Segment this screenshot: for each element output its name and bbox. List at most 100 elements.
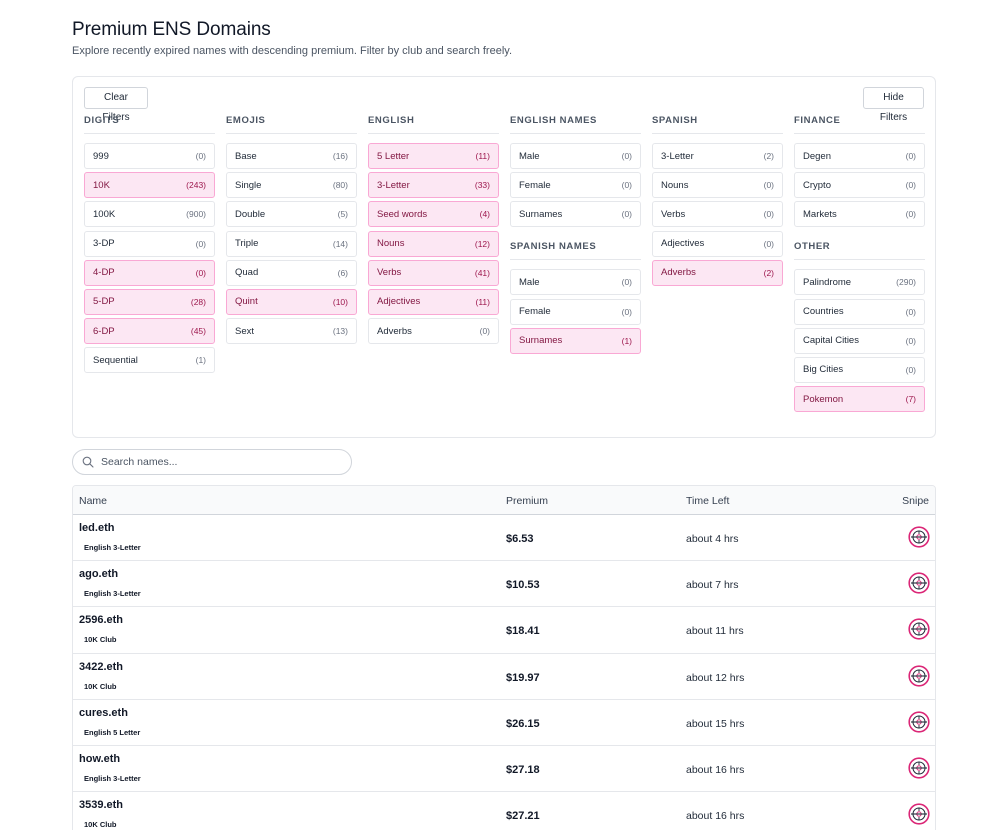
filter-chip[interactable]: Triple (14): [226, 230, 357, 257]
filter-chip[interactable]: 3-Letter (2): [652, 143, 783, 169]
domain-name[interactable]: 2596.eth: [79, 614, 124, 627]
filter-chip-count: (5): [337, 209, 348, 220]
filter-chip-label: Quint: [235, 296, 258, 308]
domain-name[interactable]: led.eth: [79, 522, 115, 534]
filter-chip[interactable]: Sequential (1): [84, 347, 215, 374]
filter-chip[interactable]: Double (5): [226, 201, 357, 228]
filter-chip[interactable]: 5-DP (28): [84, 288, 215, 315]
search-icon: [82, 456, 94, 468]
filter-chip[interactable]: Adverbs (0): [368, 318, 499, 345]
club-badge: English 3-Letter: [79, 771, 146, 785]
filter-chip-count: (0): [905, 364, 916, 375]
table-row[interactable]: cures.eth English 5 Letter $26.15 about …: [73, 700, 935, 746]
filter-chip[interactable]: Adjectives (0): [652, 230, 783, 257]
filter-chip[interactable]: Female (0): [510, 298, 641, 325]
domain-name[interactable]: ago.eth: [79, 568, 119, 581]
filter-chip[interactable]: Male (0): [510, 269, 641, 296]
filter-chip-label: Degen: [803, 150, 831, 162]
filter-chip[interactable]: 4-DP (0): [84, 259, 215, 286]
filter-chip[interactable]: Sext (13): [226, 318, 357, 345]
club-badge: 10K Club: [79, 679, 122, 693]
domain-name[interactable]: 3539.eth: [79, 799, 124, 812]
filter-chip-label: Crypto: [803, 179, 831, 191]
filter-group-title: SPANISH NAMES: [510, 241, 641, 261]
header-time-left[interactable]: Time Left: [686, 495, 730, 507]
time-left-value: about 11 hrs: [686, 625, 744, 638]
snipe-target-icon[interactable]: [908, 664, 930, 687]
header-snipe: Snipe: [902, 495, 929, 507]
filter-chip[interactable]: Countries (0): [794, 298, 925, 325]
filter-chip-label: 999: [93, 150, 109, 162]
filter-chip[interactable]: 999 (0): [84, 143, 215, 169]
search-input[interactable]: [101, 456, 341, 468]
filter-chip[interactable]: Quad (6): [226, 259, 357, 286]
filter-chip[interactable]: Verbs (0): [652, 201, 783, 228]
snipe-target-icon[interactable]: [908, 711, 930, 733]
filter-chip[interactable]: 3-DP (0): [84, 230, 215, 257]
filter-chip[interactable]: Pokemon (7): [794, 386, 925, 413]
table-row[interactable]: led.eth English 3-Letter $6.53 about 4 h…: [73, 515, 935, 562]
table-row[interactable]: how.eth English 3-Letter $27.18 about 16…: [73, 746, 935, 793]
snipe-target-icon[interactable]: [908, 526, 930, 548]
header-premium[interactable]: Premium: [506, 495, 549, 507]
filter-chip-count: (0): [195, 238, 206, 249]
filter-chip-label: 3-Letter: [377, 179, 410, 191]
table-row[interactable]: 2596.eth 10K Club $18.41 about 11 hrs: [73, 607, 935, 654]
filter-chip-label: Palindrome: [803, 276, 852, 288]
filter-chip[interactable]: Crypto (0): [794, 172, 925, 199]
filter-chip[interactable]: Single (80): [226, 172, 357, 199]
domain-name[interactable]: cures.eth: [79, 706, 128, 719]
filter-chip[interactable]: Surnames (0): [510, 201, 641, 228]
filter-chip-count: (900): [186, 209, 206, 220]
filter-chip[interactable]: 100K (900): [84, 201, 215, 228]
filter-chip[interactable]: Palindrome (290): [794, 269, 925, 296]
filter-chip[interactable]: Capital Cities (0): [794, 327, 925, 354]
filter-chip[interactable]: Base (16): [226, 143, 357, 169]
filter-chip-label: 5 Letter: [377, 150, 410, 162]
filter-chip[interactable]: Male (0): [510, 143, 641, 169]
filters-panel: Clear Filters Hide Filters DIGITS 999 (0) 1…: [72, 76, 936, 438]
filter-group-title: OTHER: [794, 241, 925, 261]
filter-chip[interactable]: Female (0): [510, 172, 641, 199]
filter-chip-label: Adverbs: [377, 325, 412, 337]
filter-chip[interactable]: Verbs (41): [368, 259, 499, 286]
filter-chip-label: Female: [519, 306, 551, 318]
filter-chip[interactable]: Surnames (1): [510, 327, 641, 354]
filter-chip-count: (14): [332, 238, 348, 249]
filter-chip[interactable]: Degen (0): [794, 143, 925, 169]
filter-chip-label: 4-DP: [93, 267, 115, 279]
hide-filters-button[interactable]: Hide Filters: [863, 87, 924, 123]
filter-chip[interactable]: Adjectives (11): [368, 288, 499, 315]
domain-name[interactable]: 3422.eth: [79, 660, 124, 673]
table-row[interactable]: 3422.eth 10K Club $19.97 about 12 hrs: [73, 654, 935, 700]
filter-chip-count: (0): [195, 151, 206, 161]
filter-chip-label: 3-DP: [93, 238, 115, 250]
filter-chip[interactable]: Big Cities (0): [794, 356, 925, 383]
search-box[interactable]: [72, 449, 352, 475]
snipe-target-icon[interactable]: [908, 757, 930, 779]
snipe-target-icon[interactable]: [908, 803, 930, 825]
clear-filters-button[interactable]: Clear Filters: [84, 87, 148, 123]
header-name[interactable]: Name: [79, 495, 108, 507]
filter-chip[interactable]: Quint (10): [226, 288, 357, 315]
filter-chip[interactable]: Adverbs (2): [652, 259, 783, 286]
filter-chip[interactable]: Nouns (12): [368, 230, 499, 257]
filter-chip[interactable]: Seed words (4): [368, 201, 499, 228]
premium-value: $27.18: [506, 763, 540, 776]
snipe-target-icon[interactable]: [908, 572, 930, 594]
time-left-value: about 15 hrs: [686, 717, 745, 730]
snipe-target-icon[interactable]: [908, 618, 930, 640]
filter-chip[interactable]: 10K (243): [84, 172, 215, 199]
filter-chip[interactable]: 3-Letter (33): [368, 172, 499, 199]
filter-chip[interactable]: Nouns (0): [652, 172, 783, 199]
table-row[interactable]: ago.eth English 3-Letter $10.53 about 7 …: [73, 561, 935, 608]
filter-group-title: ENGLISH NAMES: [510, 115, 641, 134]
filter-column: ENGLISH 5 Letter (11) 3-Letter (33) Seed word…: [368, 115, 499, 358]
table-row[interactable]: 3539.eth 10K Club $27.21 about 16 hrs: [73, 792, 935, 830]
filter-chip[interactable]: Markets (0): [794, 201, 925, 228]
filter-chip[interactable]: 5 Letter (11): [368, 143, 499, 169]
time-left-value: about 4 hrs: [686, 533, 739, 545]
premium-value: $6.53: [506, 533, 534, 545]
filter-chip[interactable]: 6-DP (45): [84, 318, 215, 345]
domain-name[interactable]: how.eth: [79, 752, 121, 765]
